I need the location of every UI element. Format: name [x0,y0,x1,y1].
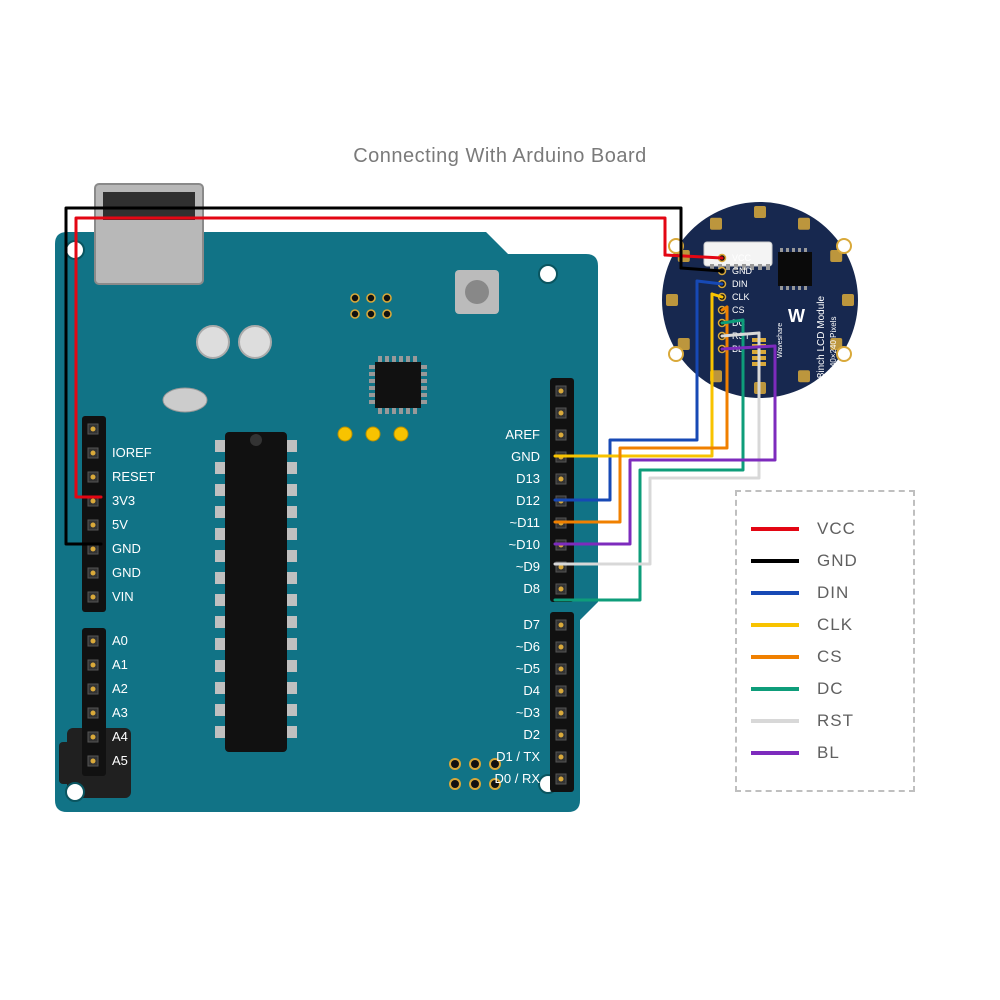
legend-swatch [751,591,799,595]
pin-label: ~D10 [509,537,540,552]
pin-label: GND [112,565,141,580]
module-pin-label: CS [732,305,745,315]
pin-label: GND [112,541,141,556]
smd-chip [375,362,421,408]
pin-label: D7 [523,617,540,632]
legend-label: CS [817,647,843,667]
legend-row: VCC [751,516,899,542]
legend-swatch [751,687,799,691]
module-pin-label: VCC [732,253,752,263]
legend-row: CS [751,644,899,670]
pin-label: D8 [523,581,540,596]
legend-swatch [751,719,799,723]
legend-row: GND [751,548,899,574]
legend-label: DC [817,679,844,699]
pin-label: RESET [112,469,155,484]
pin-label: IOREF [112,445,152,460]
pin-label: ~D11 [510,515,540,530]
pin-label: D12 [516,493,540,508]
legend-box: VCC GND DIN CLK CS DC RST BL [735,490,915,792]
pin-label: A3 [112,705,128,720]
module-pin-label: DIN [732,279,748,289]
legend-swatch [751,751,799,755]
pin-label: ~D5 [516,661,540,676]
legend-row: CLK [751,612,899,638]
pin-label: 5V [112,517,128,532]
pin-label: A2 [112,681,128,696]
legend-label: VCC [817,519,856,539]
pin-label: 3V3 [112,493,135,508]
pin-label: GND [511,449,540,464]
pin-label: D4 [523,683,540,698]
pin-label: D0 / RX [494,771,540,786]
pin-label: A4 [112,729,128,744]
legend-row: DIN [751,580,899,606]
module-pin-label: GND [732,266,753,276]
pin-label: D13 [516,471,540,486]
module-pin-label: CLK [732,292,750,302]
pin-label: A5 [112,753,128,768]
pin-label: VIN [112,589,134,604]
waveshare-logo: W [788,306,805,326]
legend-row: RST [751,708,899,734]
legend-swatch [751,623,799,627]
pin-label: AREF [505,427,540,442]
svg-text:240×240 Pixels: 240×240 Pixels [829,317,838,372]
svg-text:Waveshare: Waveshare [777,323,784,358]
legend-row: DC [751,676,899,702]
atmega-chip [225,432,287,752]
pin-label: A0 [112,633,128,648]
legend-label: RST [817,711,854,731]
legend-swatch [751,655,799,659]
pin-label: A1 [112,657,128,672]
legend-row: BL [751,740,899,766]
legend-swatch [751,527,799,531]
legend-label: GND [817,551,858,571]
legend-label: CLK [817,615,853,635]
pin-label: D1 / TX [496,749,540,764]
pin-label: D2 [523,727,540,742]
legend-label: BL [817,743,840,763]
legend-swatch [751,559,799,563]
pin-label: ~D9 [516,559,540,574]
legend-label: DIN [817,583,849,603]
module-title: 1.28inch LCD Module [816,295,827,392]
pin-label: ~D6 [516,639,540,654]
pin-label: ~D3 [516,705,540,720]
